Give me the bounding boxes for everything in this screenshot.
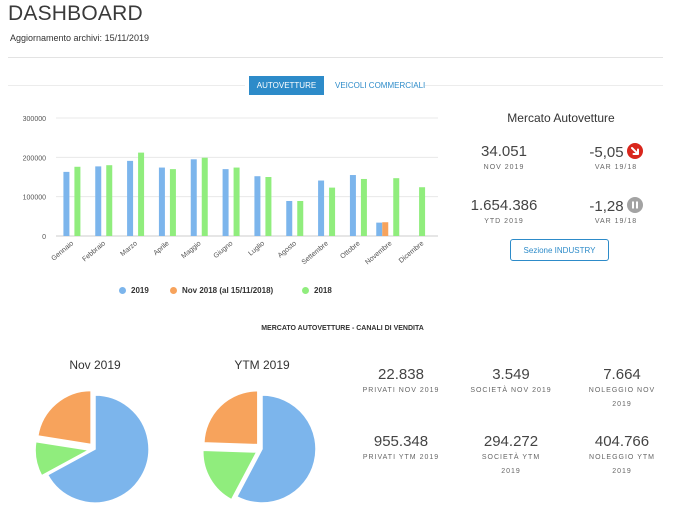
bar-luglio-s0[interactable] — [254, 176, 261, 236]
kpi-ytd-2019-label: YTD 2019 — [484, 218, 524, 225]
channel-privati-nov-label: PRIVATI NOV 2019 — [362, 387, 440, 394]
x-tick-label: Ottobre — [339, 240, 361, 260]
bar-marzo-s0[interactable] — [127, 160, 134, 236]
bar-agosto-s2[interactable] — [297, 200, 304, 236]
kpi-nov-2019-label: NOV 2019 — [483, 164, 525, 171]
header-divider — [8, 57, 663, 58]
x-tick-label: Gennaio — [50, 240, 75, 262]
archive-update-label: Aggiornamento archivi: — [10, 33, 103, 43]
pie-title-nov-2019: Nov 2019 — [69, 358, 121, 372]
channel-societa-nov-label: SOCIETÀ NOV 2019 — [470, 387, 552, 394]
pie-title-ytm-2019: YTM 2019 — [234, 358, 290, 372]
tabs-divider-right — [425, 85, 663, 86]
kpi-var-nov-number: -5,05 — [589, 144, 624, 161]
channel-societa-nov-value: 3.549 — [492, 366, 530, 383]
legend-dot-2019 — [119, 287, 126, 294]
monthly-registrations-bar-chart: 0 100000 200000 300000 Gennaio Febbraio Marzo A… — [23, 116, 438, 266]
tabs-divider-left — [8, 85, 245, 86]
tab-veicoli-commerciali[interactable]: VEICOLI COMMERCIALI — [335, 81, 426, 90]
bar-febbraio-s2[interactable] — [106, 165, 113, 236]
bar-ottobre-s2[interactable] — [360, 178, 367, 236]
channel-noleggio-nov-label: NOLEGGIO NOV 2019 — [588, 387, 656, 408]
pie-slice-societa[interactable] — [34, 440, 92, 477]
pause-icon — [626, 197, 643, 213]
bar-agosto-s0[interactable] — [286, 200, 293, 236]
legend-label-2018: 2018 — [314, 286, 332, 295]
bar-dicembre-s2[interactable] — [419, 187, 426, 236]
bar-giugno-s2[interactable] — [233, 167, 240, 236]
kpi-var-ytd-number: -1,28 — [589, 198, 624, 215]
channel-societa-ytm-label: SOCIETÀ YTM 2019 — [481, 454, 541, 475]
pie-slice-noleggio[interactable] — [36, 389, 92, 446]
bar-gennaio-s2[interactable] — [74, 166, 81, 236]
channel-noleggio-ytm-value: 404.766 — [594, 433, 650, 450]
bar-giugno-s0[interactable] — [222, 169, 229, 236]
legend-dot-nov-2018 — [170, 287, 177, 294]
kpi-var-nov-value: -5,05 — [561, 143, 671, 161]
bar-ottobre-s0[interactable] — [349, 175, 356, 236]
x-tick-label: Settembre — [301, 240, 330, 266]
pie-slice-noleggio[interactable] — [203, 389, 259, 446]
legend-item-nov-2018[interactable]: Nov 2018 (al 15/11/2018) — [170, 286, 273, 295]
legend-label-nov-2018: Nov 2018 (al 15/11/2018) — [182, 286, 274, 295]
pie-slice-privati[interactable] — [46, 394, 150, 504]
channel-privati-ytm-value: 955.348 — [373, 433, 429, 450]
x-tick-label: Febbraio — [81, 240, 107, 263]
kpi-var-ytd-label: VAR 19/18 — [594, 218, 638, 225]
page-title: DASHBOARD — [8, 2, 143, 25]
bar-maggio-s2[interactable] — [201, 157, 208, 236]
x-tick-label: Agosto — [277, 240, 298, 259]
bar-maggio-s0[interactable] — [190, 159, 197, 236]
bar-novembre-s1[interactable] — [382, 222, 389, 236]
legend-item-2019[interactable]: 2019 — [119, 286, 149, 295]
y-tick-label: 200000 — [23, 155, 46, 162]
kpi-var-nov-label: VAR 19/18 — [594, 164, 638, 171]
y-tick-label: 0 — [42, 234, 46, 241]
y-tick-label: 100000 — [23, 195, 46, 202]
x-tick-label: Novembre — [364, 240, 393, 266]
pie-chart-ytm-2019 — [202, 389, 317, 504]
channel-societa-ytm-value: 294.272 — [483, 433, 539, 450]
pie-slice-privati[interactable] — [235, 394, 317, 504]
sezione-industry-button[interactable]: Sezione INDUSTRY — [510, 239, 609, 261]
pie-chart-nov-2019 — [34, 389, 150, 504]
archive-update-date: 15/11/2019 — [104, 33, 149, 43]
bar-novembre-s2[interactable] — [393, 178, 400, 236]
kpi-var-ytd-value: -1,28 — [561, 197, 671, 215]
channel-noleggio-ytm-label: NOLEGGIO YTM 2019 — [589, 454, 655, 475]
bar-settembre-s0[interactable] — [318, 180, 325, 236]
kpi-ytd-2019-value: 1.654.386 — [470, 197, 538, 214]
x-tick-label: Dicembre — [398, 240, 426, 265]
x-tick-label: Aprile — [152, 240, 170, 257]
bar-febbraio-s0[interactable] — [95, 166, 102, 236]
arrow-down-right-icon — [626, 143, 643, 159]
y-tick-label: 300000 — [23, 116, 46, 123]
market-panel-title: Mercato Autovetture — [507, 111, 615, 125]
bar-luglio-s2[interactable] — [265, 177, 272, 236]
sales-channels-title: MERCATO AUTOVETTURE - CANALI DI VENDITA — [261, 325, 424, 332]
bar-novembre-s0[interactable] — [376, 222, 383, 236]
legend-label-2019: 2019 — [131, 286, 149, 295]
x-tick-label: Luglio — [247, 240, 266, 257]
channel-privati-ytm-label: PRIVATI YTM 2019 — [362, 454, 440, 461]
x-tick-label: Giugno — [213, 240, 235, 260]
legend-dot-2018 — [302, 287, 309, 294]
kpi-nov-2019-value: 34.051 — [481, 143, 527, 160]
x-tick-label: Marzo — [119, 240, 138, 258]
x-tick-label: Maggio — [180, 240, 202, 260]
legend-item-2018[interactable]: 2018 — [302, 286, 332, 295]
bar-settembre-s2[interactable] — [329, 187, 336, 236]
channel-privati-nov-value: 22.838 — [378, 366, 424, 383]
bar-marzo-s2[interactable] — [138, 152, 145, 236]
channel-noleggio-nov-value: 7.664 — [603, 366, 641, 383]
bar-aprile-s2[interactable] — [169, 169, 176, 236]
pie-slice-societa[interactable] — [202, 449, 259, 501]
bar-gennaio-s0[interactable] — [63, 171, 70, 236]
tab-autovetture[interactable]: AUTOVETTURE — [249, 76, 324, 95]
bar-aprile-s0[interactable] — [158, 167, 165, 236]
archive-update-info: Aggiornamento archivi: 15/11/2019 — [10, 33, 149, 43]
